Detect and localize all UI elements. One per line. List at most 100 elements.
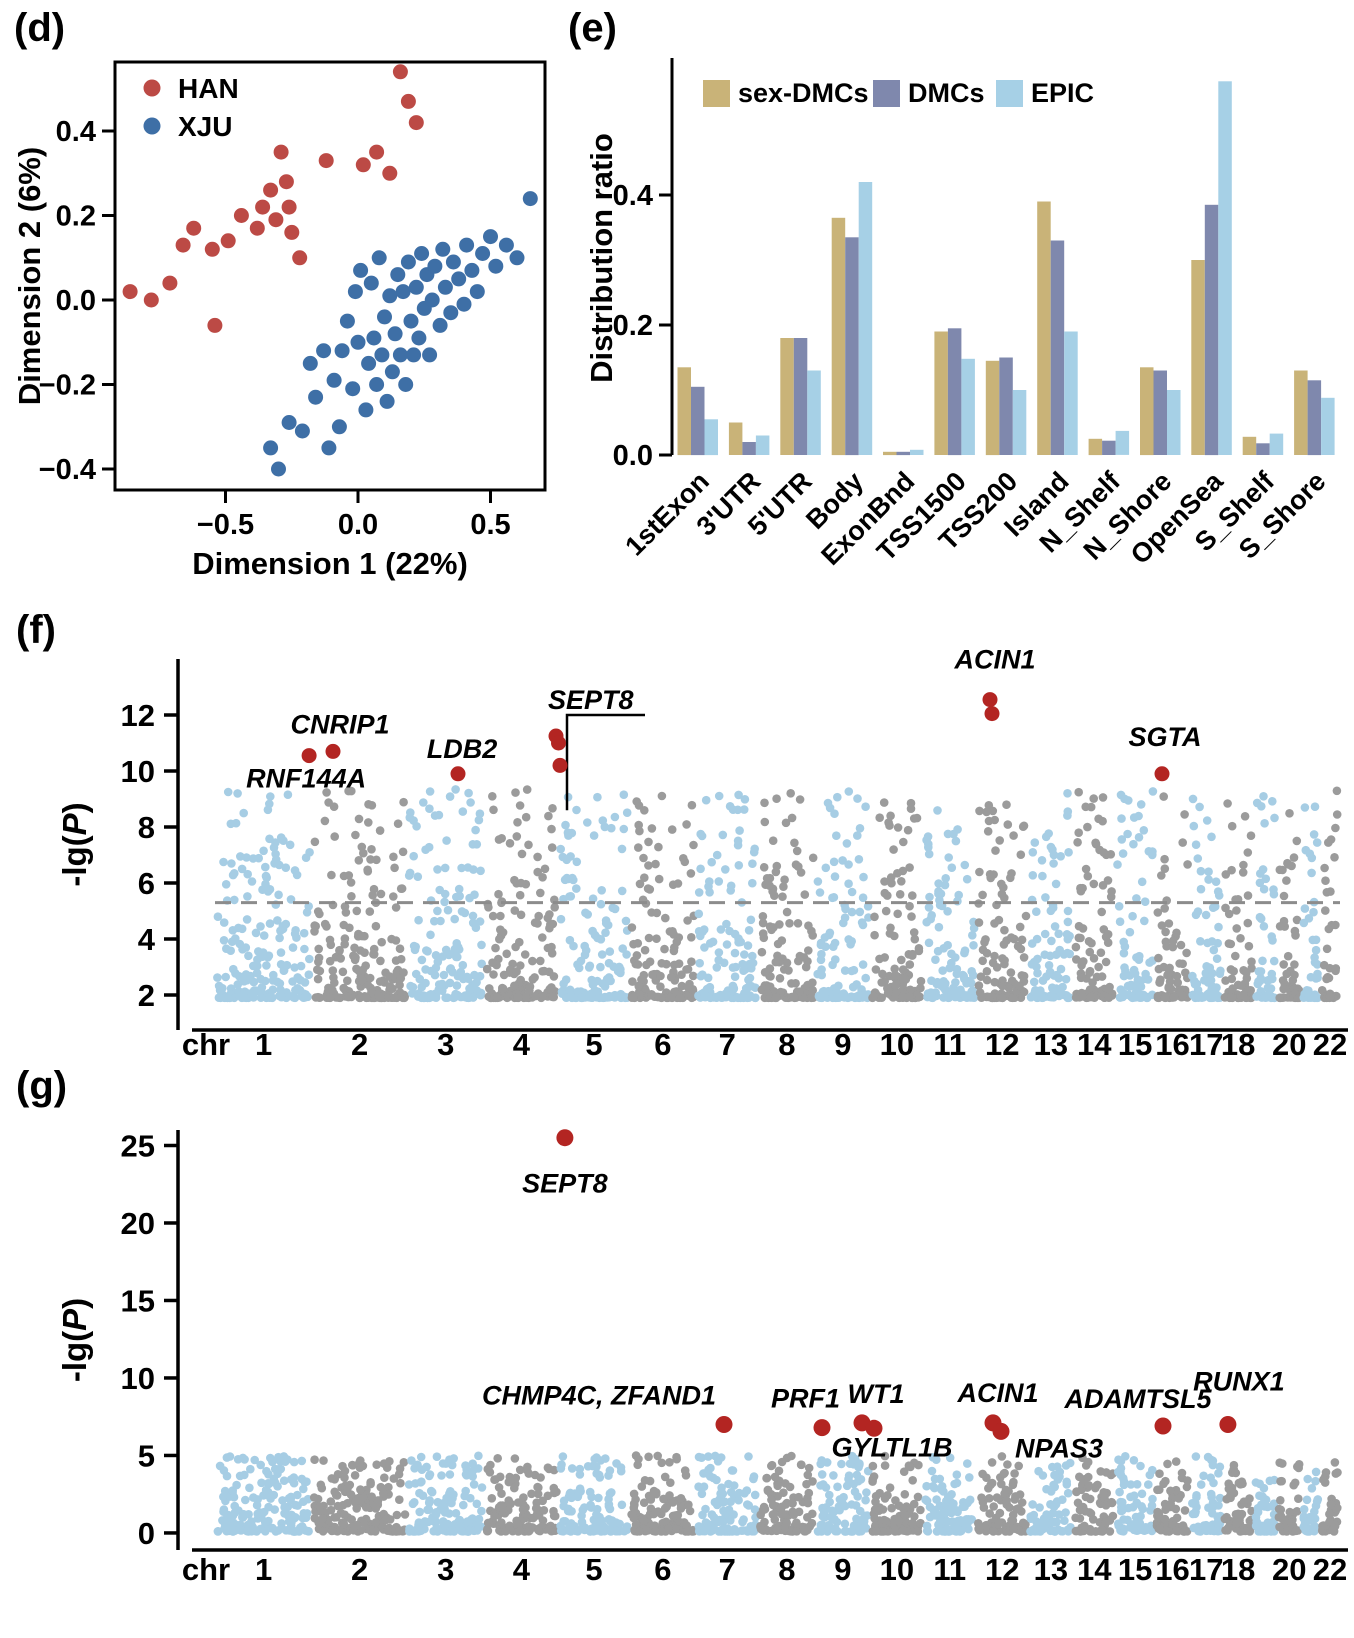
- bar: [1242, 436, 1257, 455]
- data-point: [408, 115, 424, 131]
- bar: [691, 386, 705, 456]
- data-point: [321, 440, 337, 456]
- data-point: [498, 237, 514, 253]
- legend-swatch: [143, 117, 161, 135]
- data-point: [271, 461, 286, 477]
- chr-tick-label: 18: [1221, 1027, 1255, 1062]
- y-tick-label: 5: [138, 1438, 155, 1473]
- bar: [1064, 331, 1078, 455]
- panel-f-label: (f): [16, 608, 56, 652]
- data-point: [220, 233, 236, 249]
- bar: [961, 358, 975, 455]
- data-point: [204, 241, 220, 257]
- chr-tick-label: 1: [255, 1552, 272, 1587]
- bar: [1115, 430, 1130, 455]
- chr-tick-label: 13: [1034, 1027, 1068, 1062]
- bar: [934, 331, 948, 455]
- data-point: [162, 275, 178, 291]
- bar: [1037, 201, 1051, 455]
- chr-tick-label: 16: [1155, 1027, 1189, 1062]
- legend-label: HAN: [178, 73, 239, 104]
- data-point: [377, 309, 392, 325]
- highlight-points: [301, 692, 1170, 782]
- data-point: [427, 258, 443, 274]
- data-point: [435, 241, 451, 257]
- data-point: [369, 377, 385, 392]
- bar: [999, 357, 1013, 455]
- chr-tick-label: 5: [585, 1552, 602, 1587]
- bar: [845, 237, 859, 456]
- highlight-point: [1154, 1417, 1172, 1435]
- data-point: [382, 165, 398, 181]
- gene-label: SEPT8: [522, 1169, 608, 1199]
- legend-label: XJU: [178, 111, 232, 142]
- gene-label: CNRIP1: [290, 709, 389, 739]
- data-point: [392, 64, 408, 80]
- series-EPIC: [704, 81, 1335, 456]
- chr-tick-label: 11: [933, 1027, 966, 1062]
- chr-tick-label: 13: [1034, 1552, 1068, 1587]
- bar: [1218, 81, 1232, 456]
- chr-tick-label: 17: [1189, 1027, 1223, 1062]
- y-tick-label: 2: [138, 978, 155, 1013]
- data-point: [363, 275, 379, 291]
- data-point: [347, 284, 363, 300]
- bar: [1167, 390, 1181, 455]
- data-point: [522, 191, 538, 207]
- data-point: [469, 284, 485, 300]
- background-points: [213, 1451, 1342, 1536]
- highlight-point: [992, 1422, 1010, 1440]
- data-point: [398, 377, 414, 392]
- chr-tick-label: 2: [351, 1552, 368, 1587]
- data-point: [392, 347, 408, 363]
- bar: [1088, 438, 1103, 456]
- data-point: [406, 347, 422, 363]
- bar: [755, 435, 770, 455]
- highlight-point: [551, 735, 566, 751]
- series-XJU: [263, 191, 538, 477]
- data-point: [339, 313, 355, 329]
- y-tick-label: 0: [138, 1516, 155, 1551]
- chr-tick-label: 20: [1272, 1552, 1306, 1587]
- data-point: [294, 423, 310, 439]
- chr-tick-label: 7: [719, 1027, 736, 1062]
- y-tick-label: 0.2: [613, 310, 653, 342]
- bar: [883, 451, 897, 456]
- bar: [807, 370, 821, 455]
- chr-tick-label: 17: [1189, 1552, 1223, 1587]
- bar: [831, 217, 846, 456]
- y-tick-label: 0.2: [56, 201, 96, 233]
- data-point: [464, 262, 480, 278]
- x-axis-title: Dimension 1 (22%): [192, 546, 468, 581]
- data-point: [186, 220, 202, 236]
- plot-border: [113, 60, 547, 492]
- y-tick-label: 4: [138, 922, 156, 957]
- data-point: [326, 372, 342, 388]
- data-point: [443, 305, 459, 321]
- chr-tick-label: 8: [778, 1027, 795, 1062]
- data-point: [384, 364, 400, 380]
- bar: [1153, 370, 1167, 455]
- y-tick-label: 12: [121, 698, 155, 733]
- data-point: [414, 246, 430, 261]
- data-point: [281, 199, 297, 215]
- bar: [1050, 240, 1065, 455]
- bar: [1102, 440, 1116, 455]
- bar: [728, 422, 743, 455]
- data-point: [488, 258, 504, 274]
- data-point: [334, 343, 350, 359]
- data-point: [379, 393, 395, 409]
- data-point: [456, 296, 472, 312]
- data-point: [353, 262, 369, 278]
- data-point: [302, 355, 318, 371]
- chr-tick-label: 16: [1155, 1552, 1189, 1587]
- data-point: [387, 326, 403, 342]
- data-point: [358, 402, 374, 418]
- y-tick-label: 20: [121, 1206, 155, 1241]
- chr-tick-label: 15: [1118, 1552, 1152, 1587]
- data-point: [483, 229, 498, 245]
- data-point: [284, 224, 300, 240]
